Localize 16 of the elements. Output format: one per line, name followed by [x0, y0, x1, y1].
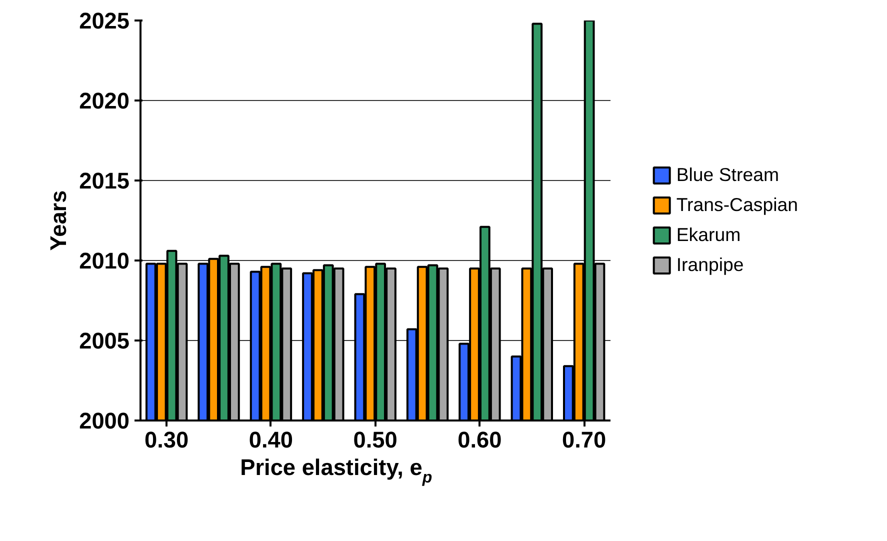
legend-label: Iranpipe	[676, 254, 744, 276]
legend-label: Ekarum	[676, 224, 741, 246]
legend-label: Trans-Caspian	[676, 194, 798, 216]
y-tick-label: 2010	[79, 248, 130, 274]
y-tick-label: 2000	[79, 408, 130, 434]
x-tick-label: 0.70	[562, 426, 606, 452]
y-tick-label: 2025	[79, 8, 130, 34]
x-tick-label: 0.60	[458, 426, 502, 452]
y-tick-label: 2020	[79, 88, 130, 114]
legend-label: Blue Stream	[676, 164, 779, 186]
y-tick-label: 2015	[79, 168, 130, 194]
x-tick-label: 0.30	[144, 426, 189, 452]
x-tick-label: 0.50	[353, 426, 398, 452]
y-tick-label: 2005	[79, 328, 130, 354]
x-tick-label: 0.40	[248, 426, 294, 452]
y-axis-title: Years	[45, 190, 72, 251]
